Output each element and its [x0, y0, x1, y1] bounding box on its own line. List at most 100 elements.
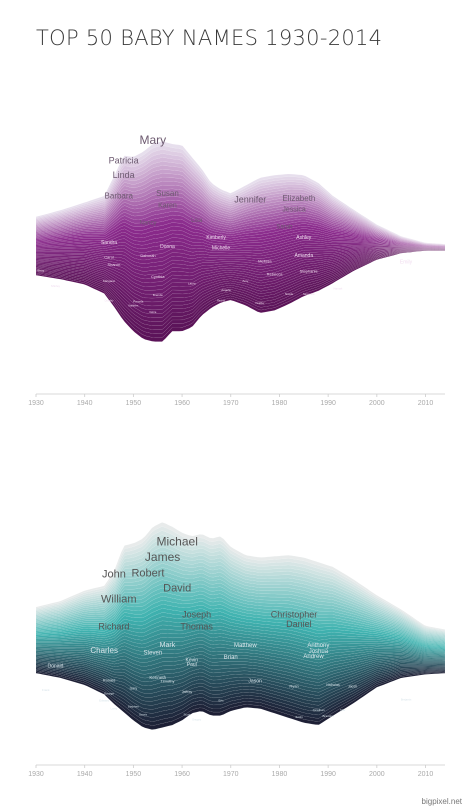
girls-name-label: Kathleen	[128, 305, 138, 308]
girls-name-label: Hannah	[333, 288, 342, 291]
boys-name-label: David	[163, 583, 191, 595]
credit-text: bigpixel.net	[421, 797, 462, 806]
boys-name-label: Joshua	[309, 649, 329, 655]
boys-streams	[35, 522, 446, 730]
boys-tick-label: 1990	[320, 771, 336, 778]
boys-tick-label: 1980	[272, 771, 288, 778]
boys-name-label: Mark	[160, 642, 176, 649]
girls-name-label: Ashley	[296, 235, 312, 241]
girls-name-label: Rachel	[217, 299, 225, 302]
girls-name-label: Rebecca	[267, 271, 284, 276]
boys-name-label: Jeffrey	[182, 690, 193, 694]
girls-name-label: Melissa	[258, 258, 272, 263]
girls-name-label: Brenda	[153, 293, 163, 297]
boys-name-label: Kenneth	[149, 675, 166, 680]
girls-stream-band	[35, 250, 446, 342]
boys-name-label: Justin	[295, 715, 303, 719]
boys-tick-label: 2000	[369, 771, 385, 778]
boys-name-label: Gregory	[192, 718, 202, 721]
boys-tick-label: 1950	[126, 771, 142, 778]
boys-tick-label: 2010	[418, 771, 434, 778]
girls-name-label: Samantha	[303, 293, 315, 296]
boys-name-label: Jonathan	[312, 708, 325, 712]
girls-tick-label: 1940	[77, 400, 93, 407]
boys-name-label: Frank	[42, 688, 50, 692]
girls-name-label: Linda	[113, 170, 135, 180]
girls-name-label: Margaret	[103, 279, 115, 283]
boys-name-label: Michael	[157, 535, 198, 549]
boys-name-label: Ronald	[103, 677, 116, 682]
boys-name-label: Paul	[187, 662, 197, 668]
boys-name-label: Nicholas	[326, 683, 340, 687]
boys-name-label: John	[102, 569, 126, 581]
boys-name-label: Edward	[99, 698, 110, 702]
boys-name-label: Larry	[110, 707, 117, 711]
girls-name-label: Lisa	[191, 218, 203, 224]
boys-name-label: George	[104, 691, 114, 695]
girls-name-label: Debra	[149, 311, 156, 314]
boys-name-label: Christopher	[271, 610, 318, 620]
girls-streams	[35, 141, 446, 342]
boys-name-label: Brian	[224, 655, 238, 661]
girls-name-label: Cynthia	[151, 274, 165, 279]
girls-tick-label: 1990	[320, 400, 336, 407]
boys-name-label: Dennis	[139, 714, 148, 717]
girls-name-label: Michelle	[212, 245, 231, 251]
girls-name-label: Amy	[242, 279, 249, 283]
boys-name-label: Thomas	[180, 622, 213, 632]
girls-name-label: Jessica	[282, 207, 305, 214]
girls-name-label: Jennifer	[234, 195, 266, 205]
boys-name-label: Donald	[48, 663, 64, 669]
boys-name-label: William	[101, 593, 136, 605]
girls-tick-label: 1970	[223, 400, 239, 407]
girls-name-label: Amanda	[294, 253, 313, 259]
boys-name-label: Anthony	[307, 643, 329, 649]
page-title: TOP 50 BABY NAMES 1930-2014	[36, 26, 383, 50]
girls-name-label: Betty	[37, 268, 44, 272]
girls-name-label: Mary	[140, 133, 167, 147]
boys-name-label: Benjamin	[401, 698, 412, 701]
girls-name-label: Heather	[256, 302, 265, 305]
boys-tick-label: 1960	[174, 771, 190, 778]
girls-tick-label: 1960	[174, 400, 190, 407]
boys-name-label: Kevin	[186, 657, 199, 663]
girls-name-label: Nancy	[139, 221, 156, 227]
boys-name-label: Brandon	[322, 714, 334, 718]
boys-name-label: Robert	[131, 567, 164, 579]
boys-name-label: Andrew	[303, 654, 324, 660]
boys-name-label: Joseph	[182, 610, 211, 620]
girls-name-label: Stephanie	[300, 269, 319, 274]
girls-name-label: Kimberly	[206, 235, 226, 241]
boys-name-label: Scott	[184, 713, 191, 717]
boys-x-axis: 1930 1940 1950 1960 1970 1980 1990 2000 2010	[28, 764, 445, 778]
boys-tick-label: 1930	[28, 771, 44, 778]
girls-name-label: Pamela	[133, 300, 144, 304]
girls-name-label: Donna	[160, 244, 175, 250]
boys-name-label: Daniel	[286, 619, 312, 629]
boys-name-label: Richard	[98, 622, 129, 632]
girls-name-label: Shirley	[51, 284, 61, 288]
boys-name-label: Timothy	[160, 679, 174, 684]
girls-tick-label: 1980	[272, 400, 288, 407]
boys-name-label: Gary	[130, 687, 138, 691]
girls-name-label: Susan	[156, 189, 179, 198]
girls-tick-label: 2010	[418, 400, 434, 407]
girls-name-label: Nicole	[285, 292, 294, 296]
girls-name-label: Sandra	[101, 240, 117, 246]
girls-x-axis: 1930 1940 1950 1960 1970 1980 1990 2000 2010	[28, 393, 445, 407]
girls-name-label: Laura	[188, 281, 196, 285]
boys-name-label: Steven	[144, 650, 163, 656]
girls-tick-label: 1950	[126, 400, 142, 407]
boys-tick-label: 1970	[223, 771, 239, 778]
boys-name-label: Jacob	[348, 684, 357, 688]
boys-name-label: Matthew	[234, 643, 257, 649]
boys-name-label: Ryan	[289, 683, 298, 688]
boys-name-label: Stephen	[128, 704, 140, 708]
boys-name-label: Charles	[90, 646, 118, 655]
girls-name-label: Carol	[104, 254, 114, 259]
girls-name-label: Sharon	[107, 262, 120, 267]
boys-name-label: Jason	[248, 679, 262, 685]
